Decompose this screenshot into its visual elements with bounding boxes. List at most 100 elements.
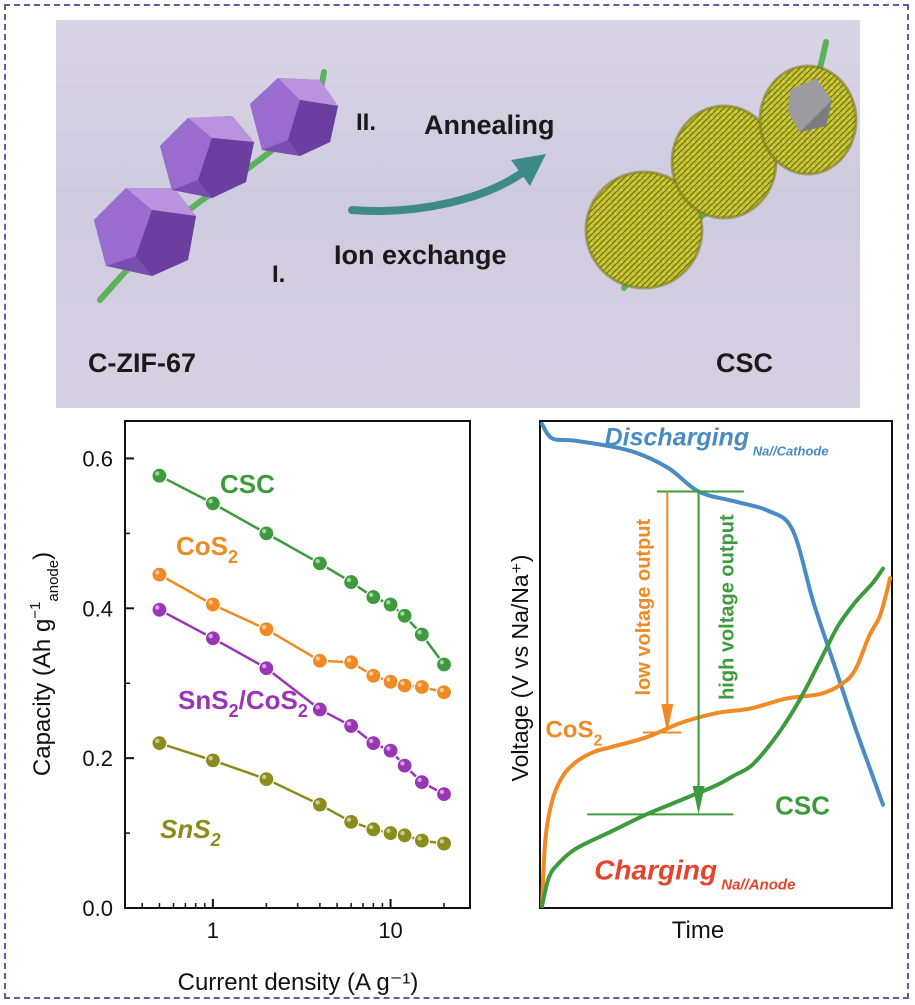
curve-cos2	[540, 576, 892, 908]
data-point-highlight	[208, 600, 213, 605]
high-voltage-label: high voltage output	[716, 514, 738, 700]
series-label-rest: /CoS	[239, 685, 298, 715]
data-point-csc	[258, 525, 275, 542]
charging-label-sub: Na//Anode	[717, 876, 795, 893]
data-point-highlight	[208, 756, 213, 761]
y-axis-title-sub: anode	[45, 560, 62, 602]
data-point-highlight	[261, 663, 267, 669]
data-point-csc	[435, 656, 453, 673]
data-point-csc	[413, 626, 430, 643]
data-point-snscos	[396, 757, 413, 774]
curve-csc	[540, 566, 885, 908]
series-label-sub: 2	[228, 547, 238, 567]
cos2-curve-label-sub: 2	[593, 732, 602, 749]
series-label-sub2: 2	[298, 701, 308, 721]
y-axis-title-main: Capacity (Ah g	[29, 619, 56, 776]
cos2-curve-label: CoS2	[545, 716, 602, 749]
data-point-cos2	[396, 677, 413, 694]
data-point-highlight	[439, 687, 445, 693]
charging-label-main: Charging	[594, 854, 717, 885]
data-point-highlight	[208, 633, 213, 639]
data-point-cos2	[311, 652, 328, 669]
data-point-highlight	[400, 681, 405, 686]
data-point-highlight	[386, 828, 391, 834]
x-tick-label: 10	[378, 918, 402, 943]
data-point-csc	[365, 588, 382, 606]
figure-frame	[4, 4, 909, 999]
data-point-csc	[151, 467, 168, 484]
x-tick-label: 1	[207, 918, 219, 943]
data-point-highlight	[315, 705, 320, 710]
data-point-snscos	[258, 660, 275, 677]
series-label-main: CoS	[176, 531, 228, 561]
annealing-label: Annealing	[424, 110, 555, 140]
data-point-sns2	[435, 835, 453, 852]
data-point-snscos	[382, 742, 399, 759]
csc-particle-1	[584, 170, 704, 290]
charging-label: Charging Na//Anode	[594, 854, 795, 893]
data-point-highlight	[346, 817, 352, 822]
x-axis-title: Current density (A g⁻¹)	[178, 969, 419, 996]
data-point-csc	[204, 495, 222, 512]
data-point-highlight	[386, 746, 391, 751]
data-point-highlight	[155, 471, 160, 476]
data-point-highlight	[368, 592, 374, 598]
csc-particle-3	[758, 64, 858, 176]
data-point-sns2	[396, 827, 413, 844]
series-label-cos2: CoS2	[176, 531, 238, 567]
data-point-highlight	[315, 558, 320, 564]
data-point-snscos	[311, 701, 328, 718]
series-label-main: SnS	[178, 685, 229, 715]
data-point-highlight	[439, 789, 445, 795]
data-point-cos2	[435, 684, 453, 701]
data-point-highlight	[439, 839, 445, 844]
data-point-highlight	[417, 630, 422, 635]
data-point-highlight	[315, 656, 320, 661]
zif-polyhedron-2	[160, 116, 254, 198]
data-point-highlight	[368, 824, 374, 830]
series-line-sns2	[159, 742, 445, 845]
series-label-main: SnS	[160, 814, 211, 844]
data-point-cos2	[365, 667, 382, 684]
data-point-highlight	[155, 570, 160, 575]
data-point-cos2	[382, 673, 399, 690]
series-label-snscos: SnS2/CoS2	[178, 685, 308, 721]
data-point-highlight	[400, 611, 405, 616]
data-point-csc	[311, 555, 328, 572]
series-label-main: CSC	[220, 469, 275, 499]
data-point-highlight	[346, 721, 352, 726]
zif-polyhedron-3	[250, 78, 338, 156]
ion-exchange-label: Ion exchange	[334, 240, 507, 270]
data-point-snscos	[435, 786, 453, 803]
y-tick-label: 0.2	[82, 746, 113, 771]
discharging-label-sub: Na//Cathode	[749, 444, 828, 459]
data-point-highlight	[417, 836, 422, 841]
data-point-highlight	[208, 499, 213, 504]
data-point-cos2	[413, 678, 430, 696]
data-point-snscos	[365, 735, 382, 752]
data-point-highlight	[261, 774, 267, 780]
data-point-highlight	[400, 830, 405, 836]
low-voltage-arrow-head	[661, 704, 674, 733]
series-line-csc	[158, 474, 446, 666]
data-point-sns2	[311, 796, 328, 813]
data-point-highlight	[368, 738, 374, 744]
data-point-highlight	[386, 677, 391, 682]
data-point-sns2	[382, 824, 399, 842]
data-point-snscos	[343, 717, 360, 735]
cos2-curve-label-main: CoS	[545, 716, 593, 743]
data-point-sns2	[343, 813, 360, 830]
data-point-highlight	[261, 528, 267, 534]
data-point-csc	[343, 573, 360, 591]
data-point-highlight	[417, 777, 422, 783]
high-voltage-arrow-head	[692, 785, 705, 815]
series-label-sns2: SnS2	[160, 814, 221, 850]
low-voltage-label: low voltage output	[633, 518, 655, 695]
csc-scheme-label: CSC	[716, 348, 773, 378]
discharging-label-main: Discharging	[605, 424, 749, 452]
series-line-snscos	[158, 608, 445, 796]
step-two-label: II.	[356, 109, 376, 136]
data-point-cos2	[258, 621, 275, 638]
data-point-sns2	[365, 821, 382, 838]
y-axis-title-right: Voltage (V vs Na/Na⁺)	[507, 555, 533, 782]
